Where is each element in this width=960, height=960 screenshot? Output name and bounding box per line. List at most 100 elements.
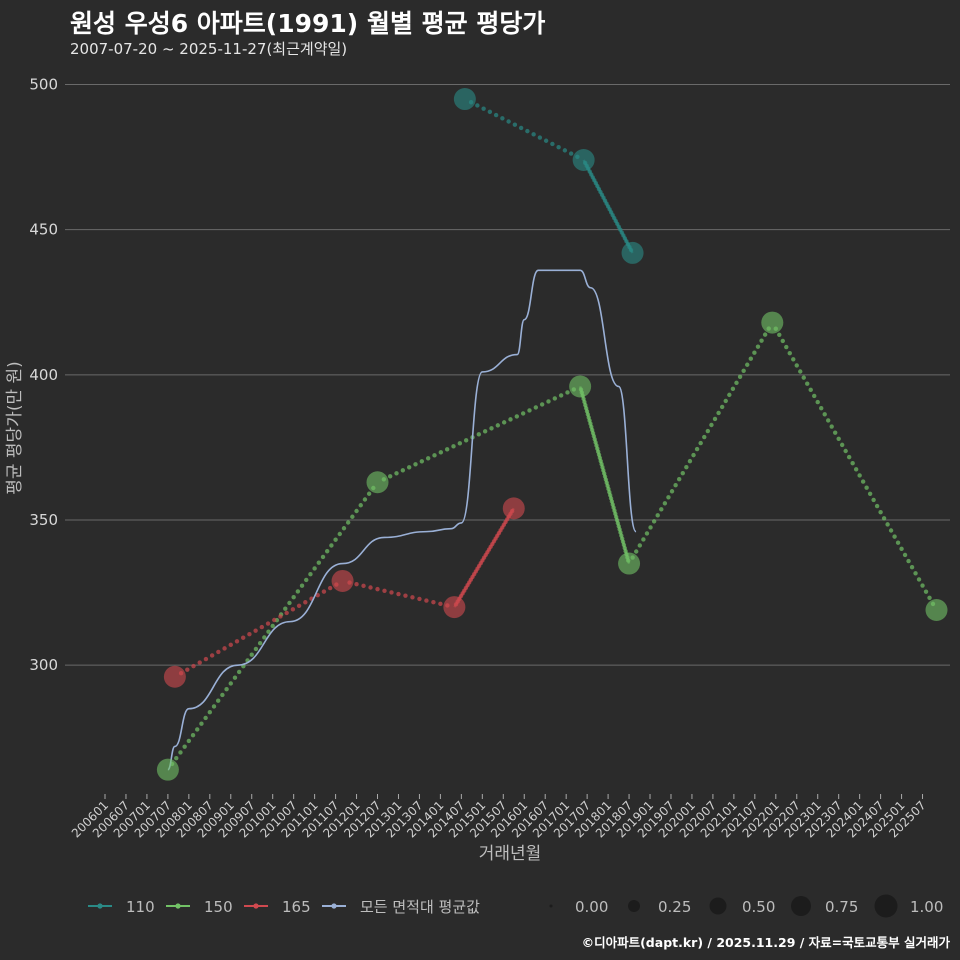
legend-label: 165 bbox=[282, 898, 311, 916]
series-interp-dot bbox=[705, 428, 711, 434]
series-interp-dot bbox=[508, 417, 513, 422]
data-point-150 bbox=[925, 599, 948, 621]
series-interp-dot bbox=[913, 571, 918, 576]
series-interp-dot bbox=[247, 631, 252, 637]
series-interp-dot bbox=[899, 546, 904, 552]
series-interp-dot bbox=[265, 621, 271, 626]
series-interp-dot bbox=[794, 363, 799, 368]
series-interp-dot bbox=[325, 549, 330, 554]
series-interp-dot bbox=[881, 516, 887, 521]
series-interp-dot bbox=[220, 692, 225, 698]
series-interp-dot bbox=[240, 635, 246, 640]
series-interp-dot bbox=[197, 660, 202, 665]
x-axis: 2006012006072007012007072008012008072009… bbox=[69, 794, 929, 841]
series-interp-dot bbox=[927, 595, 932, 600]
series-interp-dot bbox=[558, 393, 564, 398]
series-interp-dot bbox=[457, 441, 463, 446]
series-interp-dot bbox=[500, 116, 505, 121]
series-interp-dot bbox=[394, 471, 399, 476]
series-interp-dot bbox=[211, 704, 217, 709]
series-interp-dot bbox=[860, 479, 866, 484]
series-interp-dot bbox=[234, 639, 240, 644]
series-interp-dot bbox=[387, 474, 393, 479]
series-interp-dot bbox=[333, 537, 338, 542]
data-point-165 bbox=[331, 569, 354, 592]
series-interp-dot bbox=[637, 543, 643, 548]
series-interp-dot bbox=[892, 534, 897, 539]
series-interp-dot bbox=[787, 350, 792, 356]
series-interp-dot bbox=[662, 501, 668, 506]
series-interp-dot bbox=[644, 531, 650, 536]
series-interp-dot bbox=[885, 522, 890, 527]
series-interp-dot bbox=[676, 477, 682, 482]
series-interp-dot bbox=[634, 549, 639, 554]
legend-key-dot bbox=[331, 903, 337, 909]
series-interp-dot bbox=[413, 462, 418, 467]
series-interp-dot bbox=[694, 446, 700, 452]
series-interp-dot bbox=[345, 520, 351, 525]
series-interp-dot bbox=[727, 392, 732, 398]
series-interp-dot bbox=[669, 489, 675, 494]
series-interp-dot bbox=[283, 606, 288, 611]
series-interp-dot bbox=[354, 582, 359, 587]
series-interp-dot bbox=[723, 398, 728, 404]
grid-lines bbox=[65, 84, 950, 666]
series-interp-dot bbox=[829, 424, 834, 429]
series-interp-dot bbox=[362, 497, 368, 502]
series-interp-dot bbox=[902, 552, 908, 558]
series-interp-dot bbox=[857, 473, 862, 478]
legend-size-label: 0.50 bbox=[742, 898, 775, 916]
series-interp-dot bbox=[463, 438, 469, 443]
series-interp-dot bbox=[400, 468, 406, 473]
series-interp-dot bbox=[304, 577, 309, 583]
series-interp-dot bbox=[403, 593, 408, 598]
series-interp-dot bbox=[745, 362, 750, 367]
series-interp-dot bbox=[215, 698, 221, 703]
series-interp-dot bbox=[719, 404, 725, 410]
legend-key-dot bbox=[97, 903, 103, 909]
series-interp-dot bbox=[253, 628, 258, 633]
series-interp-dot bbox=[568, 151, 574, 156]
series-interp-dot bbox=[546, 399, 551, 404]
series-points bbox=[156, 88, 948, 781]
legend-size-dot bbox=[549, 904, 553, 908]
series-interp-dot bbox=[312, 566, 317, 571]
series-interp-dot bbox=[780, 338, 785, 344]
series-interp-dot bbox=[316, 560, 322, 565]
legend-label: 110 bbox=[126, 898, 155, 916]
series-interp-dot bbox=[341, 526, 347, 531]
series-interp-dot bbox=[224, 687, 229, 692]
series-interp-dot bbox=[537, 135, 543, 140]
series-interp-dot bbox=[798, 369, 803, 374]
legend-size-dot bbox=[791, 896, 811, 916]
series-interp-dot bbox=[888, 528, 894, 533]
series-interp-dot bbox=[327, 585, 333, 591]
series-interp-dot bbox=[272, 617, 277, 623]
series-interp-dot bbox=[266, 629, 271, 634]
series-interp-dot bbox=[684, 464, 689, 470]
series-interp-dot bbox=[812, 393, 817, 399]
data-point-150 bbox=[366, 471, 389, 494]
series-interp-dot bbox=[228, 642, 233, 648]
series-interp-dot bbox=[185, 667, 190, 672]
series-interp-dot bbox=[396, 591, 401, 597]
series-interp-dot bbox=[489, 426, 494, 431]
series-interp-dot bbox=[253, 646, 259, 652]
legend-size-label: 0.00 bbox=[575, 898, 608, 916]
credit-text: ©디아파트(dapt.kr) / 2025.11.29 / 자료=국토교통부 실… bbox=[581, 935, 950, 950]
series-interp-dot bbox=[207, 709, 213, 715]
series-interp-dot bbox=[906, 558, 911, 564]
series-interp-dot bbox=[878, 509, 883, 515]
series-interp-dot bbox=[195, 727, 200, 732]
series-interp-dot bbox=[284, 610, 289, 616]
series-lines bbox=[167, 100, 936, 771]
data-point-110 bbox=[453, 88, 476, 111]
legend: 110 150 165 모든 면적대 평균값 0.00 0.25 0.50 0.75 1.00 bbox=[88, 894, 943, 918]
series-interp-dot bbox=[916, 577, 922, 582]
series-interp-dot bbox=[487, 109, 493, 115]
series-interp-dot bbox=[533, 405, 539, 410]
series-interp-dot bbox=[424, 598, 429, 603]
series-interp-dot bbox=[410, 595, 415, 600]
series-interp-dot bbox=[895, 540, 901, 545]
